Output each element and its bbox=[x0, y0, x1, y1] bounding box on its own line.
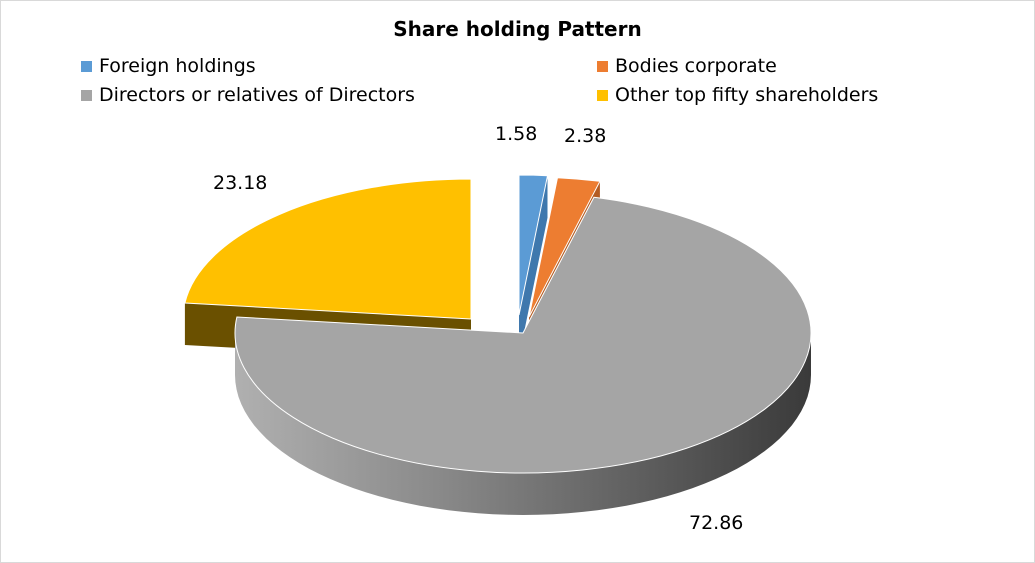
legend-label: Bodies corporate bbox=[615, 55, 777, 77]
data-label-other-top-fifty-shareholders: 23.18 bbox=[213, 172, 267, 194]
pie-slice-top-foreign-holdings bbox=[518, 174, 549, 316]
legend-label: Directors or relatives of Directors bbox=[99, 84, 415, 106]
pie-slice-top-bodies-corporate bbox=[528, 177, 601, 318]
pie-slice-foreign-holdings bbox=[518, 174, 549, 357]
legend-item-directors: Directors or relatives of Directors bbox=[81, 83, 415, 107]
legend-label: Foreign holdings bbox=[99, 55, 256, 77]
legend-item-foreign-holdings: Foreign holdings bbox=[81, 54, 256, 78]
data-label-directors-or-relatives-of-directors: 72.86 bbox=[689, 512, 743, 534]
data-label-bodies-corporate: 2.38 bbox=[564, 125, 606, 147]
legend-item-bodies-corporate: Bodies corporate bbox=[597, 54, 777, 78]
legend-label: Other top fifty shareholders bbox=[615, 84, 879, 106]
legend-item-other-top-fifty: Other top fifty shareholders bbox=[597, 83, 878, 107]
pie-slice-side-directors-or-relatives-of-directors bbox=[235, 333, 811, 515]
legend-swatch-directors bbox=[81, 90, 92, 101]
legend-swatch-bodies-corporate bbox=[597, 61, 608, 72]
pie-slice-directors-or-relatives-of-directors bbox=[234, 196, 812, 515]
legend-swatch-other-top-fifty bbox=[597, 90, 608, 101]
legend-swatch-foreign-holdings bbox=[81, 61, 92, 72]
chart-title: Share holding Pattern bbox=[393, 17, 642, 41]
data-label-foreign-holdings: 1.58 bbox=[495, 123, 537, 145]
pie-slice-top-directors-or-relatives-of-directors bbox=[234, 196, 812, 474]
pie-slice-top-other-top-fifty-shareholders bbox=[184, 178, 472, 320]
pie-slice-side-foreign-holdings bbox=[519, 175, 548, 357]
